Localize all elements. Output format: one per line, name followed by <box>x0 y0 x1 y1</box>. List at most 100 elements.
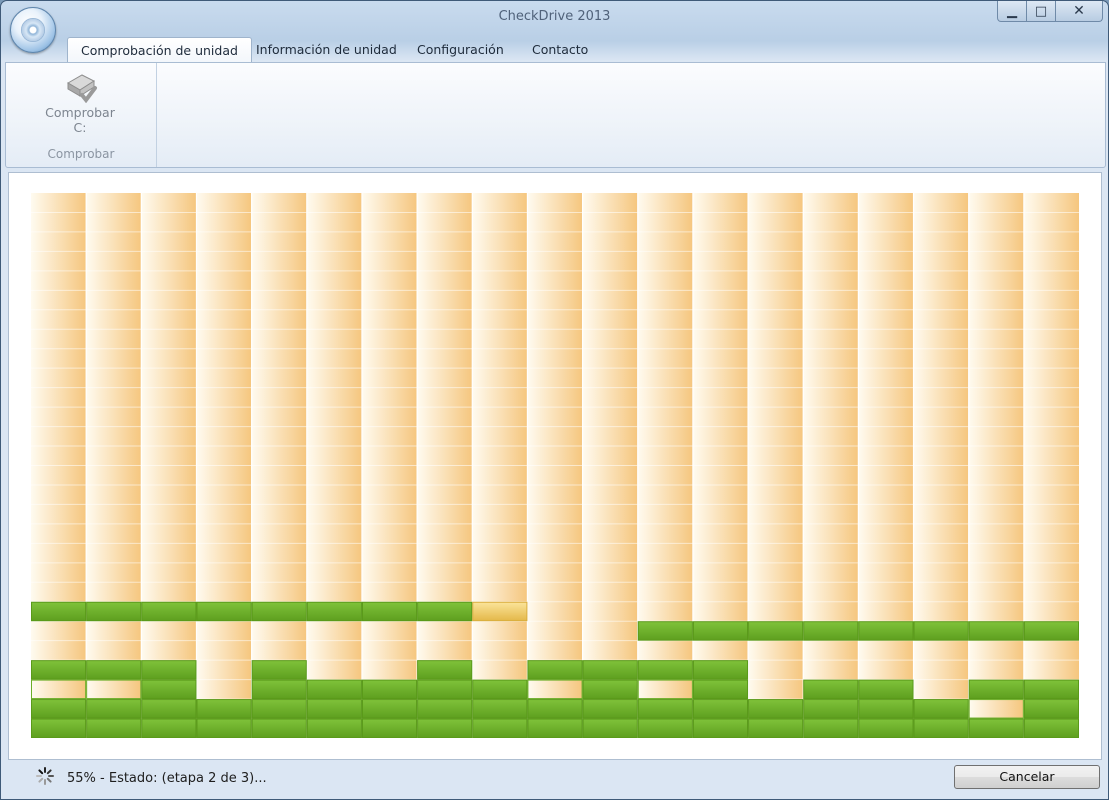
block-map-panel <box>8 172 1102 760</box>
block-ok <box>858 699 914 719</box>
block-ok <box>31 601 87 622</box>
block-ok <box>913 621 969 641</box>
block-ok <box>417 660 473 680</box>
block-ok <box>692 621 749 641</box>
block-ok <box>417 601 473 622</box>
block-ok <box>858 621 914 641</box>
block-ok <box>417 699 473 719</box>
maximize-button[interactable]: □ <box>1027 1 1056 22</box>
close-button[interactable]: ✕ <box>1056 1 1103 22</box>
block-ok <box>86 660 142 680</box>
block-ok <box>637 621 693 641</box>
tab-contacto[interactable]: Contacto <box>532 42 589 57</box>
status-text: 55% - Estado: (etapa 2 de 3)... <box>67 771 267 786</box>
tab-comprobacion[interactable]: Comprobación de unidad <box>67 37 252 64</box>
block-ok <box>86 601 142 622</box>
block-ok <box>196 699 252 719</box>
drive-check-icon <box>62 69 98 104</box>
block-ok <box>858 718 914 738</box>
block-ok <box>582 718 638 738</box>
block-ok <box>251 679 307 700</box>
block-ok <box>968 621 1024 641</box>
block-ok <box>472 718 528 738</box>
block-pending <box>637 679 693 700</box>
block-ok <box>361 679 418 700</box>
block-ok <box>748 718 804 738</box>
block-ok <box>196 718 252 738</box>
ribbon-tabs: Comprobación de unidad Información de un… <box>1 35 1108 64</box>
block-ok <box>86 718 142 738</box>
title-bar[interactable]: CheckDrive 2013 ▁ □ ✕ <box>1 1 1108 35</box>
block-ok <box>141 601 197 622</box>
block-ok <box>527 718 583 738</box>
block-ok <box>251 660 307 680</box>
block-ok <box>141 679 197 700</box>
block-ok <box>86 699 142 719</box>
block-ok <box>637 660 693 680</box>
block-ok <box>692 699 749 719</box>
block-ok <box>527 660 583 680</box>
block-ok <box>803 621 859 641</box>
block-ok <box>417 679 473 700</box>
block-ok <box>141 660 197 680</box>
block-ok <box>582 660 638 680</box>
window-title: CheckDrive 2013 <box>498 9 611 24</box>
block-current <box>472 601 528 622</box>
block-ok <box>803 699 859 719</box>
caption-buttons: ▁ □ ✕ <box>997 1 1103 23</box>
block-ok <box>417 718 473 738</box>
block-pending <box>86 679 142 700</box>
block-ok <box>582 699 638 719</box>
block-ok <box>913 699 969 719</box>
block-ok <box>1023 621 1079 641</box>
app-menu-button[interactable] <box>10 7 56 53</box>
loading-spinner-icon <box>35 766 55 786</box>
check-drive-button[interactable]: Comprobar C: <box>40 69 120 135</box>
block-pending <box>527 679 583 700</box>
block-ok <box>306 679 362 700</box>
block-ok <box>1023 699 1079 719</box>
ribbon-group-comprobar: Comprobar C: Comprobar <box>6 63 157 167</box>
block-ok <box>913 718 969 738</box>
block-ok <box>968 679 1024 700</box>
disc-icon <box>21 18 45 42</box>
block-ok <box>31 660 87 680</box>
block-ok <box>692 718 749 738</box>
block-ok <box>472 699 528 719</box>
block-ok <box>582 679 638 700</box>
block-ok <box>748 621 804 641</box>
cancel-button[interactable]: Cancelar <box>954 765 1100 789</box>
block-ok <box>637 699 693 719</box>
block-ok <box>251 718 307 738</box>
status-bar: 55% - Estado: (etapa 2 de 3)... Cancelar <box>1 759 1108 799</box>
block-ok <box>472 679 528 700</box>
block-ok <box>692 660 749 680</box>
block-ok <box>196 601 252 622</box>
block-ok <box>31 699 87 719</box>
minimize-button[interactable]: ▁ <box>997 1 1027 22</box>
block-ok <box>361 601 418 622</box>
tab-configuracion[interactable]: Configuración <box>417 42 504 57</box>
block-ok <box>1023 718 1079 738</box>
block-ok <box>251 699 307 719</box>
block-map <box>31 193 1079 738</box>
block-ok <box>306 601 362 622</box>
block-ok <box>141 699 197 719</box>
block-ok <box>306 718 362 738</box>
block-ok <box>803 718 859 738</box>
block-ok <box>361 699 418 719</box>
block-ok <box>361 718 418 738</box>
block-ok <box>748 699 804 719</box>
block-ok <box>968 718 1024 738</box>
block-ok <box>141 718 197 738</box>
block-ok <box>637 718 693 738</box>
block-pending <box>968 699 1024 719</box>
block-ok <box>527 699 583 719</box>
block-ok <box>31 718 87 738</box>
block-ok <box>306 699 362 719</box>
block-ok <box>692 679 749 700</box>
block-ok <box>858 679 914 700</box>
ribbon-panel: Comprobar C: Comprobar <box>5 62 1106 168</box>
block-ok <box>251 601 307 622</box>
tab-informacion[interactable]: Información de unidad <box>256 42 397 57</box>
